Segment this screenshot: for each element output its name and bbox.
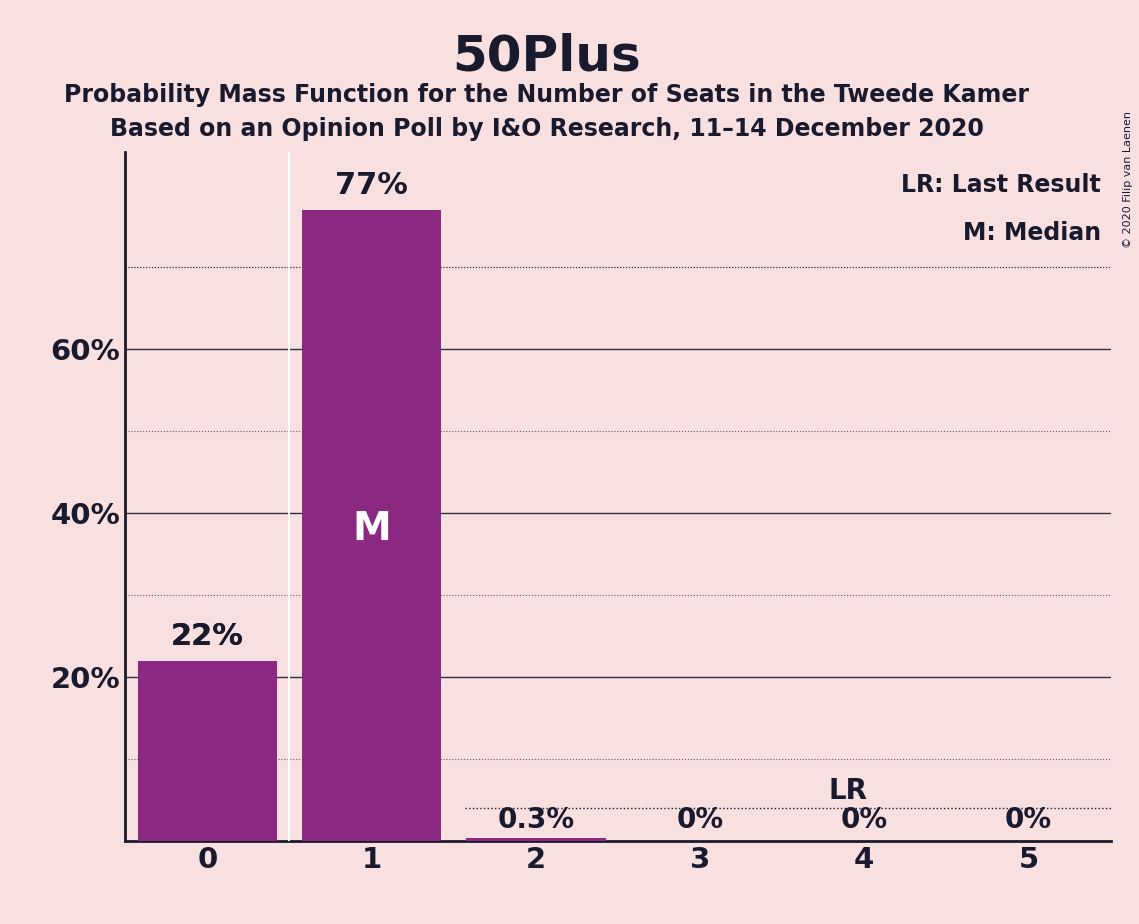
Text: 50Plus: 50Plus (452, 32, 641, 80)
Text: M: M (352, 510, 391, 549)
Text: 22%: 22% (171, 622, 244, 650)
Text: LR: LR (828, 777, 867, 805)
Text: LR: Last Result: LR: Last Result (901, 173, 1100, 197)
Text: 0%: 0% (1005, 807, 1052, 834)
Text: 0%: 0% (841, 807, 887, 834)
Text: Probability Mass Function for the Number of Seats in the Tweede Kamer: Probability Mass Function for the Number… (64, 83, 1030, 107)
Bar (138, 661, 277, 841)
Text: Based on an Opinion Poll by I&O Research, 11–14 December 2020: Based on an Opinion Poll by I&O Research… (109, 117, 984, 141)
Bar (466, 838, 606, 841)
Text: 0%: 0% (677, 807, 723, 834)
Text: 22%: 22% (171, 622, 244, 650)
Text: 0.3%: 0.3% (498, 807, 574, 834)
Text: © 2020 Filip van Laenen: © 2020 Filip van Laenen (1123, 111, 1133, 248)
Bar (302, 210, 442, 841)
Text: M: Median: M: Median (962, 222, 1100, 245)
Text: 77%: 77% (335, 171, 408, 200)
